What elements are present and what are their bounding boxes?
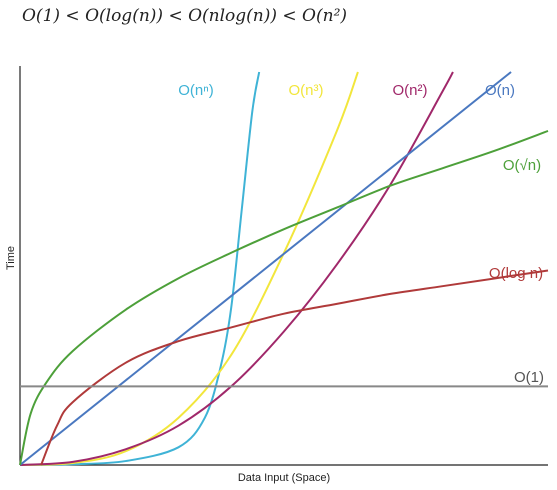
y-axis-label: Time <box>5 246 17 270</box>
series-line-5 <box>41 270 548 465</box>
x-axis-label: Data Input (Space) <box>238 472 330 484</box>
series-label-6: O(1) <box>514 369 544 386</box>
series-label-5: O(log n) <box>489 265 543 282</box>
series-label-3: O(n) <box>485 82 515 99</box>
chart-series-labels: O(nⁿ) O(n³) O(n²) O(n) O(√n) O(log n) O(1) <box>178 82 544 386</box>
series-line-0 <box>20 72 259 465</box>
chart-curves <box>20 72 548 465</box>
series-label-1: O(n³) <box>289 82 324 99</box>
series-line-1 <box>20 72 358 465</box>
series-label-0: O(nⁿ) <box>178 82 213 99</box>
series-line-3 <box>20 72 511 465</box>
series-line-4 <box>20 131 548 465</box>
series-label-2: O(n²) <box>393 82 428 99</box>
series-label-4: O(√n) <box>503 157 541 174</box>
